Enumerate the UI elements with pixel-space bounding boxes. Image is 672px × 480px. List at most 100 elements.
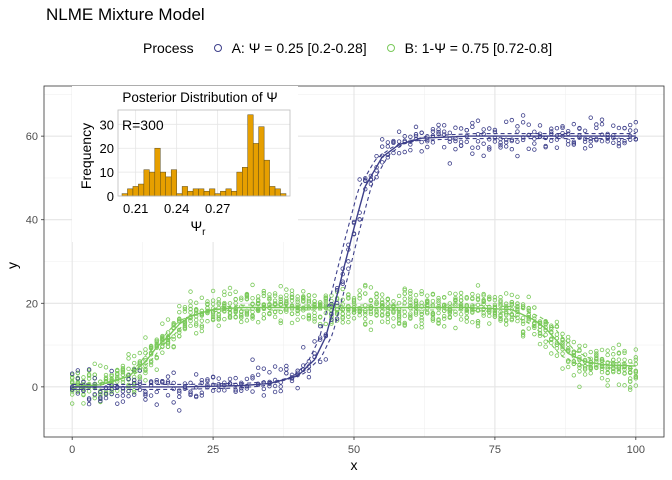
- point-a: [571, 139, 577, 144]
- point-a: [255, 365, 261, 371]
- point-b: [560, 331, 565, 337]
- point-a: [193, 372, 199, 377]
- point-b: [120, 367, 126, 372]
- point-a: [86, 401, 92, 407]
- point-a: [306, 374, 312, 380]
- point-b: [430, 318, 436, 323]
- point-b: [582, 366, 588, 371]
- point-b: [165, 338, 171, 343]
- point-a: [346, 266, 351, 271]
- point-b: [481, 297, 486, 303]
- point-a: [616, 125, 622, 131]
- point-a: [515, 139, 520, 144]
- point-a: [317, 335, 323, 340]
- point-a: [250, 374, 255, 379]
- point-a: [272, 389, 278, 395]
- point-b: [216, 323, 221, 328]
- point-b: [509, 292, 515, 298]
- point-a: [379, 144, 385, 149]
- point-b: [605, 352, 610, 358]
- point-a: [379, 137, 385, 142]
- point-b: [227, 285, 233, 291]
- point-b: [272, 314, 278, 320]
- point-b: [227, 301, 233, 306]
- point-b: [131, 369, 137, 374]
- point-b: [363, 309, 368, 315]
- x-tick-label: 0: [69, 444, 75, 456]
- point-b: [323, 293, 329, 298]
- point-b: [599, 369, 605, 375]
- x-axis-label: x: [351, 457, 358, 473]
- point-b: [616, 350, 622, 355]
- point-b: [470, 291, 475, 297]
- point-a: [131, 380, 137, 386]
- point-b: [441, 294, 447, 300]
- point-a: [261, 393, 267, 398]
- point-a: [487, 145, 492, 150]
- point-b: [244, 308, 250, 314]
- point-b: [396, 293, 402, 299]
- point-b: [408, 316, 413, 321]
- point-a: [86, 396, 92, 401]
- point-a: [109, 368, 114, 374]
- point-b: [239, 319, 244, 325]
- point-b: [227, 291, 233, 297]
- point-b: [255, 294, 261, 299]
- point-b: [227, 314, 233, 319]
- point-a: [565, 138, 571, 144]
- point-a: [549, 126, 554, 131]
- point-a: [430, 126, 436, 132]
- point-a: [441, 123, 447, 128]
- point-a: [487, 137, 492, 142]
- point-a: [199, 378, 205, 383]
- point-b: [385, 311, 391, 316]
- point-b: [306, 298, 312, 304]
- histogram-bar: [149, 171, 156, 197]
- point-a: [475, 118, 481, 123]
- point-b: [413, 300, 419, 305]
- point-b: [391, 299, 396, 304]
- point-b: [611, 369, 616, 375]
- point-a: [199, 390, 205, 395]
- point-b: [278, 320, 283, 326]
- point-b: [193, 300, 199, 306]
- point-b: [402, 320, 407, 326]
- point-a: [385, 144, 391, 149]
- point-a: [379, 160, 385, 165]
- point-a: [425, 144, 430, 150]
- point-b: [306, 292, 312, 298]
- point-b: [210, 310, 216, 315]
- histogram-bar: [127, 188, 134, 197]
- point-a: [611, 123, 616, 128]
- point-b: [458, 290, 464, 296]
- point-b: [475, 283, 481, 288]
- point-b: [605, 366, 610, 371]
- point-a: [453, 125, 458, 130]
- point-b: [611, 346, 616, 351]
- point-a: [317, 359, 323, 365]
- point-b: [284, 292, 289, 298]
- point-a: [396, 129, 402, 134]
- point-b: [475, 297, 481, 302]
- point-a: [301, 345, 306, 350]
- point-a: [453, 146, 458, 152]
- point-b: [627, 387, 633, 392]
- point-b: [385, 301, 391, 306]
- point-a: [554, 125, 560, 131]
- inset-x-tick-label: 0.27: [205, 201, 230, 216]
- point-a: [588, 139, 593, 144]
- point-a: [627, 128, 633, 133]
- point-a: [154, 402, 159, 407]
- point-b: [278, 283, 283, 289]
- point-b: [137, 374, 143, 379]
- point-b: [272, 309, 278, 315]
- point-b: [430, 291, 436, 297]
- point-b: [436, 298, 441, 303]
- point-a: [222, 380, 227, 385]
- point-a: [633, 120, 639, 125]
- point-a: [532, 136, 537, 141]
- point-b: [301, 296, 306, 301]
- point-a: [582, 146, 588, 151]
- point-a: [554, 137, 560, 142]
